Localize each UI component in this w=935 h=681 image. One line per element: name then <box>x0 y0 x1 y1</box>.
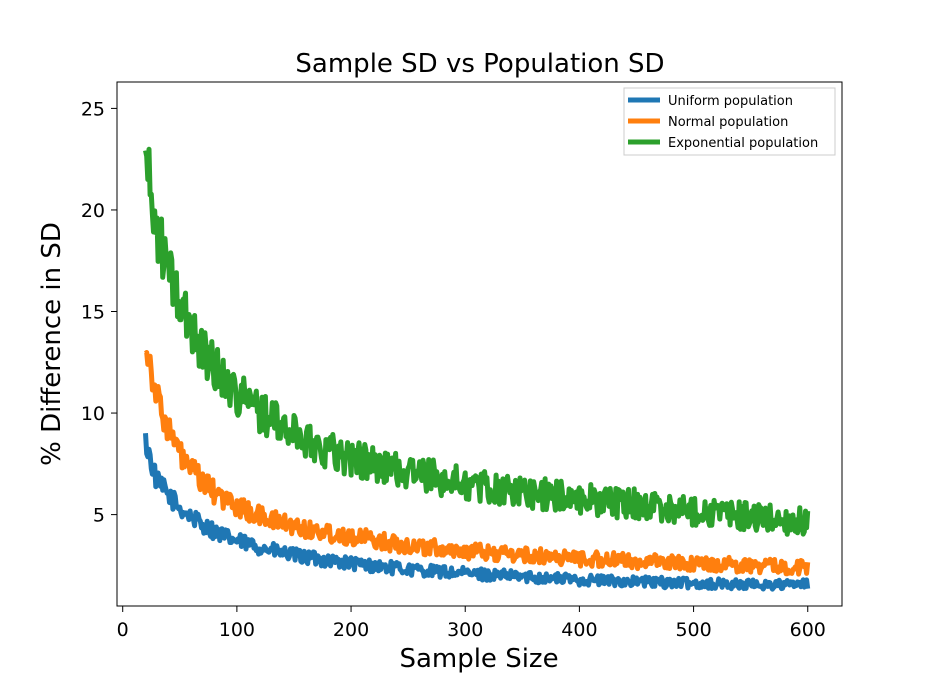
x-tick-label: 200 <box>333 619 369 641</box>
y-tick-label: 20 <box>81 200 105 222</box>
y-tick-label: 25 <box>81 98 105 120</box>
y-axis-label: % Difference in SD <box>37 222 67 466</box>
chart-title: Sample SD vs Population SD <box>295 49 664 79</box>
legend-label: Uniform population <box>668 94 793 109</box>
series-line <box>144 350 811 577</box>
y-tick-label: 10 <box>81 403 105 425</box>
legend: Uniform population Normal population Expon… <box>623 87 836 156</box>
y-tick-label: 5 <box>93 505 105 527</box>
x-axis: 0 100 200 300 400 500 600 <box>117 606 826 641</box>
legend-label: Exponential population <box>668 136 818 151</box>
y-axis: 5 10 15 20 25 <box>81 98 117 527</box>
series-line <box>143 146 811 537</box>
x-tick-label: 600 <box>790 619 826 641</box>
x-tick-label: 100 <box>219 619 255 641</box>
x-tick-label: 500 <box>675 619 711 641</box>
x-tick-label: 400 <box>561 619 597 641</box>
x-tick-label: 0 <box>117 619 129 641</box>
y-tick-label: 15 <box>81 302 105 324</box>
x-tick-label: 300 <box>447 619 483 641</box>
x-axis-label: Sample Size <box>399 644 558 674</box>
series-lines <box>143 146 811 592</box>
plot-area <box>116 81 843 607</box>
series-line <box>143 433 811 592</box>
legend-label: Normal population <box>668 115 788 130</box>
